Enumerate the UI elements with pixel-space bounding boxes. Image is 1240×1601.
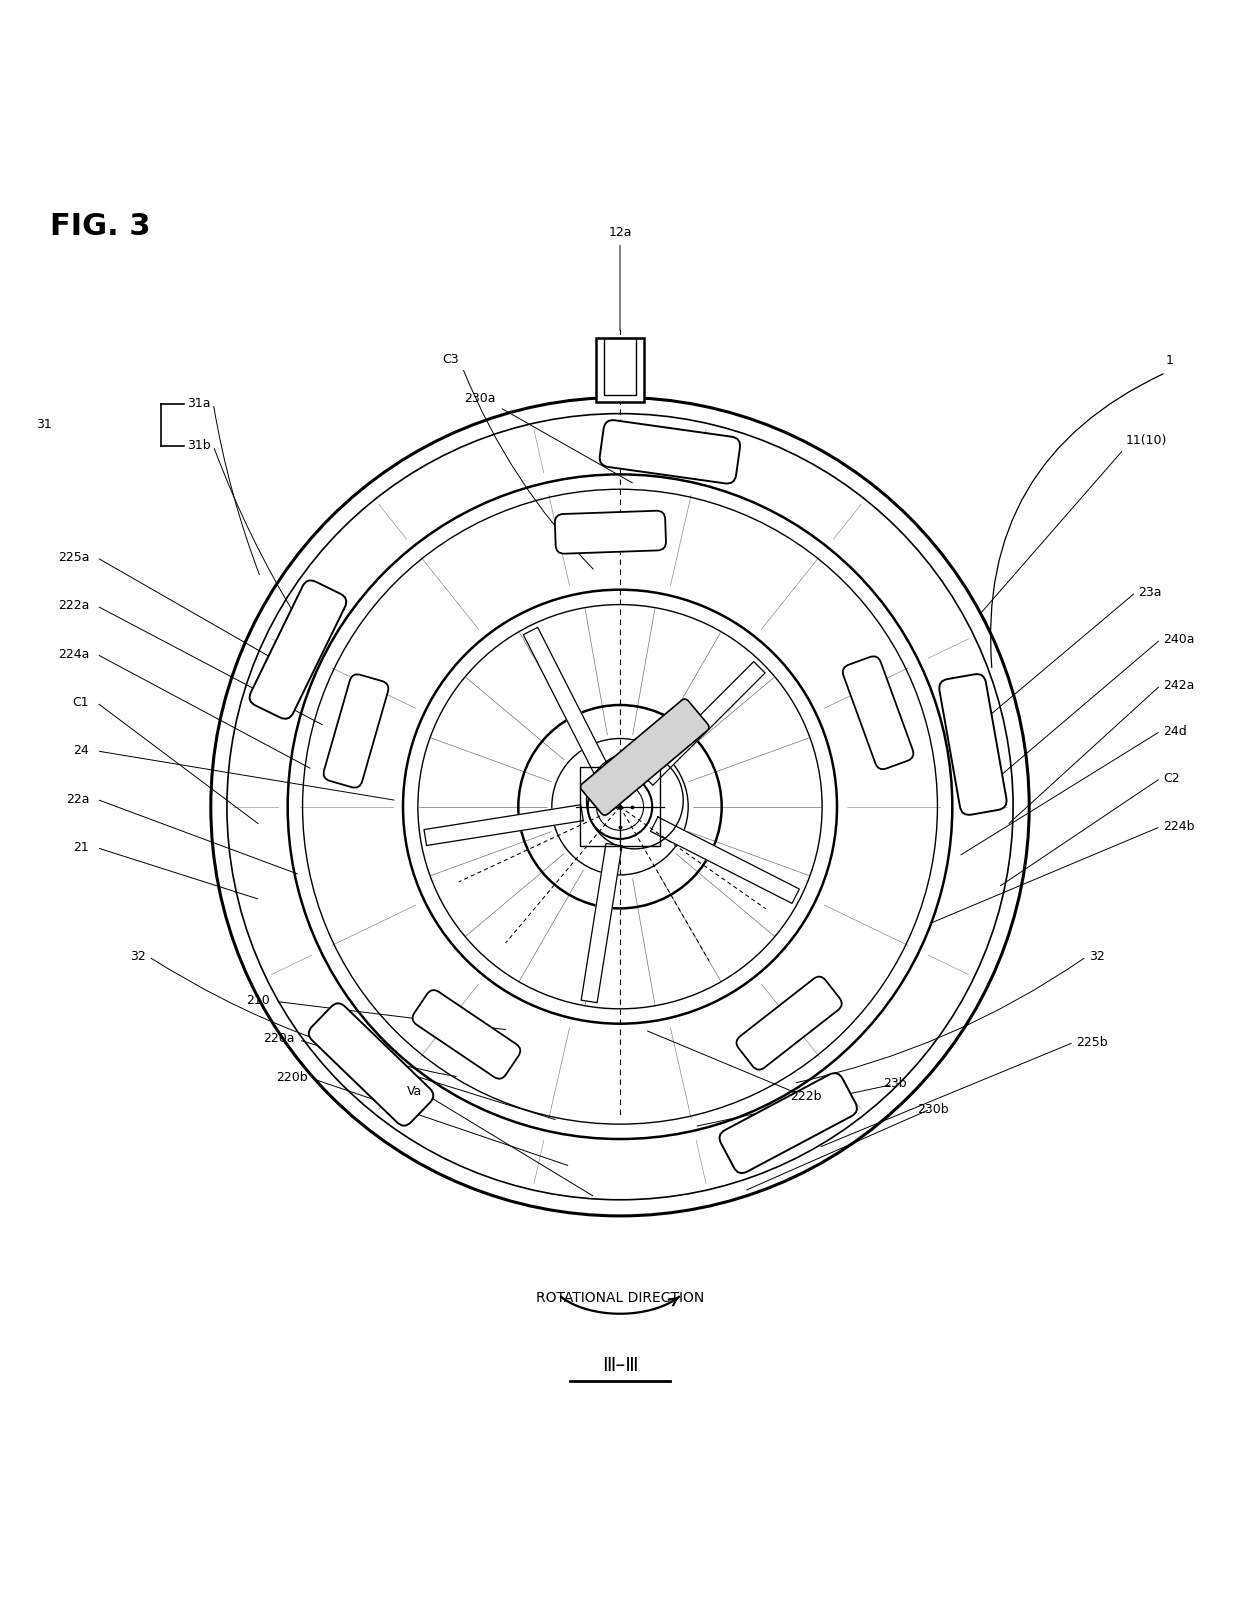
Text: C3: C3 (443, 352, 459, 365)
Text: 222a: 222a (58, 599, 89, 612)
Text: C2: C2 (1163, 772, 1179, 784)
Text: 220b: 220b (275, 1071, 308, 1084)
Polygon shape (641, 661, 765, 784)
FancyBboxPatch shape (737, 977, 842, 1069)
Text: 23b: 23b (883, 1077, 908, 1090)
Text: 230a: 230a (465, 392, 496, 405)
FancyBboxPatch shape (719, 1073, 857, 1174)
FancyBboxPatch shape (249, 580, 346, 719)
Text: 21: 21 (73, 841, 89, 853)
FancyBboxPatch shape (596, 338, 644, 402)
Polygon shape (523, 628, 610, 776)
Text: 24d: 24d (1163, 725, 1187, 738)
FancyBboxPatch shape (580, 700, 709, 815)
FancyBboxPatch shape (324, 674, 388, 788)
Text: 23a: 23a (1138, 586, 1162, 599)
Text: Va: Va (407, 1085, 422, 1098)
FancyBboxPatch shape (600, 419, 740, 484)
FancyBboxPatch shape (554, 511, 666, 554)
Text: 32: 32 (1089, 951, 1105, 964)
FancyBboxPatch shape (939, 674, 1007, 815)
Text: 32: 32 (130, 951, 146, 964)
Text: Ⅲ–Ⅲ: Ⅲ–Ⅲ (601, 1356, 639, 1375)
Text: 242a: 242a (1163, 679, 1194, 692)
Polygon shape (651, 817, 800, 903)
Text: 240a: 240a (1163, 632, 1194, 645)
Text: 11(10): 11(10) (1126, 434, 1167, 447)
FancyBboxPatch shape (843, 656, 914, 768)
Text: 222b: 222b (790, 1090, 822, 1103)
Text: FIG. 3: FIG. 3 (50, 211, 150, 240)
Text: 210: 210 (247, 994, 270, 1007)
Text: 230b: 230b (916, 1103, 949, 1116)
Polygon shape (424, 805, 583, 845)
FancyBboxPatch shape (309, 1004, 434, 1126)
Text: 31b: 31b (187, 439, 211, 453)
Text: ROTATIONAL DIRECTION: ROTATIONAL DIRECTION (536, 1290, 704, 1305)
Text: 225a: 225a (58, 551, 89, 564)
Text: 31: 31 (36, 418, 52, 431)
Text: 24: 24 (73, 744, 89, 757)
Text: 220a: 220a (264, 1033, 295, 1045)
Text: 224b: 224b (1163, 820, 1194, 833)
Text: 1: 1 (1166, 354, 1173, 367)
Text: 12a: 12a (609, 226, 631, 239)
Text: 224a: 224a (58, 648, 89, 661)
Bar (580, 767, 660, 847)
FancyBboxPatch shape (413, 989, 521, 1079)
Text: 22a: 22a (66, 792, 89, 805)
Text: 31a: 31a (187, 397, 211, 410)
Text: C1: C1 (73, 696, 89, 709)
Text: 225b: 225b (1076, 1036, 1109, 1049)
Polygon shape (582, 844, 622, 1002)
